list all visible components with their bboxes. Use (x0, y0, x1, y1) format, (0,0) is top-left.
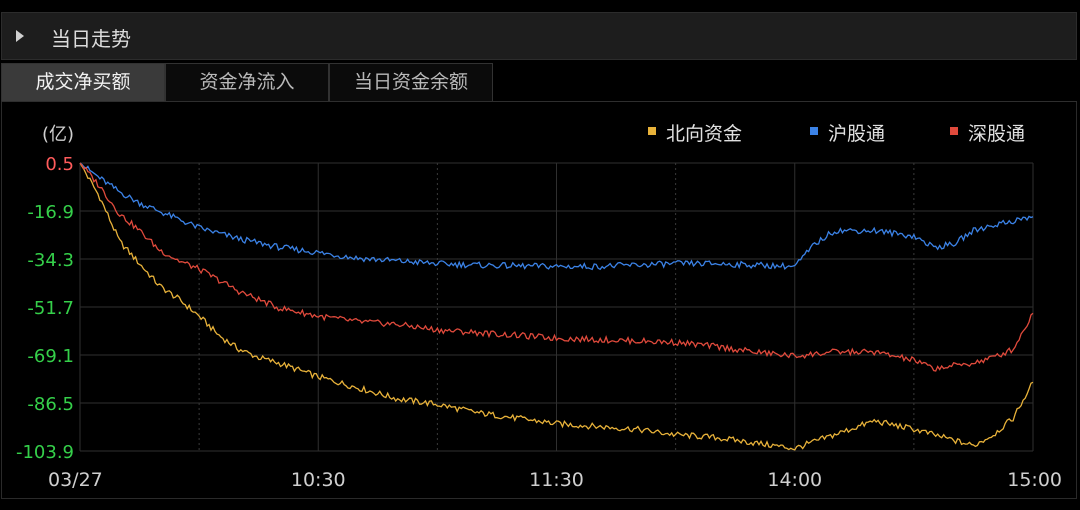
x-tick-label: 15:00 (1007, 469, 1062, 491)
series-layer (79, 162, 1034, 451)
x-tick-label: 03/27 (48, 469, 103, 491)
series-line-2 (79, 162, 1034, 271)
tab-bar: 成交净买额 资金净流入 当日资金余额 (1, 63, 1077, 102)
legend-label: 北向资金 (666, 123, 742, 145)
y-tick-label: -34.3 (27, 250, 74, 271)
series-line-1 (79, 162, 1034, 451)
tab-net-inflow[interactable]: 资金净流入 (165, 63, 329, 101)
x-tick-label: 14:00 (767, 469, 822, 491)
grid-layer (79, 162, 1034, 452)
legend-swatch (950, 127, 958, 135)
unit-label: (亿) (42, 124, 74, 145)
y-tick-label: -51.7 (27, 298, 74, 319)
x-tick-label: 11:30 (529, 469, 584, 491)
tab-daily-balance[interactable]: 当日资金余额 (329, 63, 493, 101)
y-tick-label: -86.5 (27, 394, 74, 415)
y-tick-label: -16.9 (27, 202, 74, 223)
y-tick-label: -103.9 (16, 442, 74, 463)
chart-frame (1, 102, 1077, 499)
triangle-right-icon[interactable] (16, 30, 24, 42)
legend-swatch (810, 127, 818, 135)
legend: 北向资金 沪股通 深股通 (648, 123, 1025, 145)
tick-labels: 0.5 -16.9 -34.3 -51.7 -69.1 -86.5 -103.9 03/27 1… (16, 154, 1062, 491)
panel-header[interactable]: 当日走势 (1, 12, 1077, 60)
tab-net-buy[interactable]: 成交净买额 (1, 63, 165, 101)
y-tick-label: 0.5 (45, 154, 74, 175)
legend-swatch (648, 127, 656, 135)
series-line-3 (79, 162, 1034, 372)
panel-title: 当日走势 (51, 27, 131, 51)
y-tick-label: -69.1 (27, 346, 74, 367)
legend-label: 深股通 (968, 123, 1025, 145)
x-tick-label: 10:30 (291, 469, 346, 491)
legend-label: 沪股通 (828, 123, 885, 145)
